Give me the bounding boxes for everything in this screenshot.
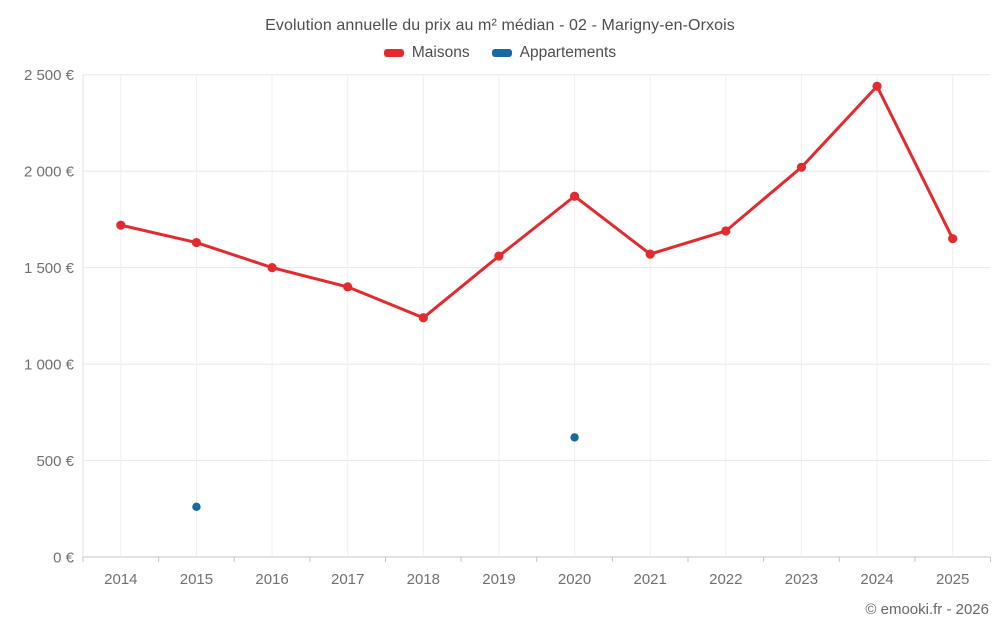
y-axis-tick-label: 2 000 €	[24, 164, 75, 181]
x-axis-tick-label: 2022	[709, 571, 742, 588]
x-axis-tick-label: 2020	[558, 571, 591, 588]
x-axis-tick-label: 2018	[407, 571, 440, 588]
point-maisons-2020[interactable]	[569, 191, 580, 201]
legend-label-maisons: Maisons	[411, 44, 470, 61]
point-maisons-2021[interactable]	[645, 249, 655, 259]
point-maisons-2024[interactable]	[872, 81, 882, 91]
x-axis-tick-label: 2014	[104, 571, 137, 588]
point-maisons-2014[interactable]	[116, 220, 126, 230]
x-axis-tick-label: 2023	[785, 571, 818, 588]
y-axis-tick-label: 500 €	[36, 453, 74, 470]
y-axis-tick-label: 2 500 €	[24, 67, 75, 84]
x-axis-tick-label: 2016	[255, 571, 288, 588]
copyright-text: © emooki.fr - 2026	[865, 601, 989, 618]
point-appartements-2020[interactable]	[570, 433, 579, 442]
legend-swatch-appartements-icon	[491, 49, 512, 57]
point-maisons-2016[interactable]	[267, 263, 277, 273]
y-axis-tick-label: 0 €	[53, 550, 75, 567]
x-axis-tick-label: 2015	[180, 571, 213, 588]
point-maisons-2022[interactable]	[721, 226, 731, 236]
x-axis-tick-label: 2017	[331, 571, 364, 588]
y-axis-tick-label: 1 500 €	[24, 260, 75, 277]
point-maisons-2019[interactable]	[494, 251, 504, 261]
legend-swatch-maisons-icon	[383, 49, 404, 57]
y-axis-tick-label: 1 000 €	[24, 357, 75, 374]
legend-item-appartements[interactable]: Appartements	[491, 44, 617, 62]
x-axis-tick-label: 2024	[860, 571, 893, 588]
point-maisons-2025[interactable]	[948, 234, 958, 244]
x-axis-tick-label: 2021	[634, 571, 667, 588]
point-maisons-2017[interactable]	[343, 282, 353, 292]
point-appartements-2015[interactable]	[192, 502, 201, 512]
point-maisons-2018[interactable]	[418, 313, 428, 323]
line-maisons	[119, 84, 955, 320]
x-axis-tick-label: 2025	[936, 571, 969, 588]
point-maisons-2015[interactable]	[191, 237, 202, 248]
legend-item-maisons[interactable]: Maisons	[383, 44, 470, 62]
x-axis-tick-label: 2019	[482, 571, 515, 588]
chart-legend: Maisons Appartements	[0, 44, 1000, 62]
legend-label-appartements: Appartements	[519, 44, 617, 61]
chart-header: Evolution annuelle du prix au m² médian …	[0, 0, 1000, 62]
chart-title: Evolution annuelle du prix au m² médian …	[265, 17, 735, 34]
point-maisons-2023[interactable]	[796, 162, 807, 172]
